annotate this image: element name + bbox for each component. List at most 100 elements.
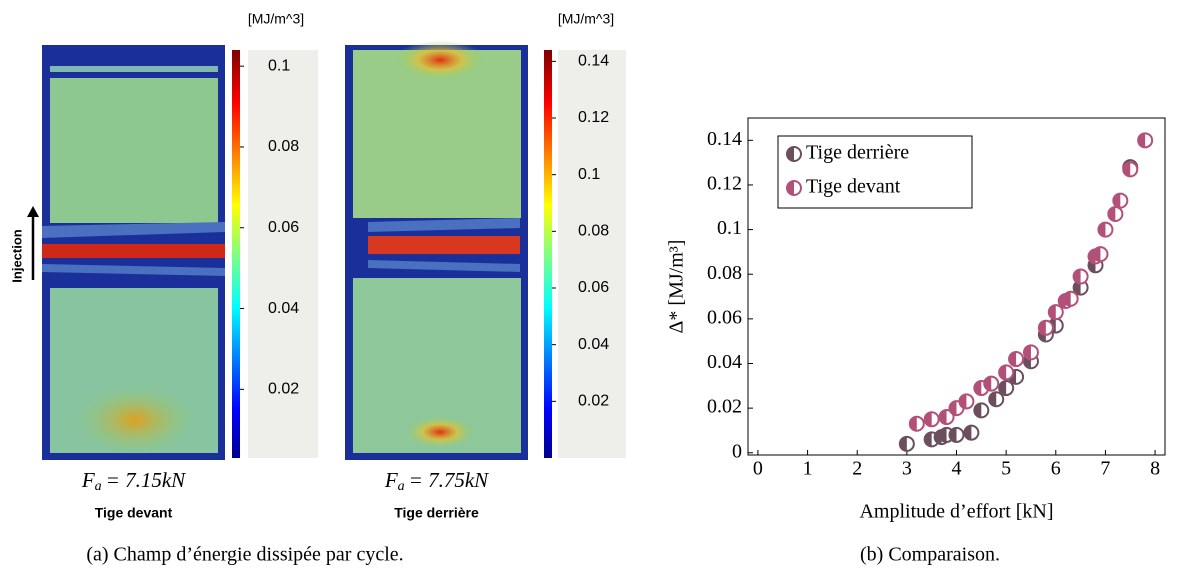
data-point	[1047, 304, 1064, 321]
colorbar-tick-label: 0.12	[578, 109, 609, 126]
colorbar-tick-label: 0.14	[578, 53, 609, 70]
load-symbol: F	[81, 468, 95, 492]
marker-half	[1123, 162, 1131, 177]
y-tick-label: 0.12	[707, 173, 742, 195]
legend-label: Tige derrière	[806, 142, 909, 164]
x-tick-label: 8	[1150, 458, 1160, 480]
unit-label: [MJ/m^3]	[248, 11, 304, 27]
data-point	[1107, 205, 1124, 222]
legend-label: Tige devant	[806, 176, 901, 198]
load-label: Fa = 7.75kN	[384, 468, 489, 494]
colorbar	[544, 50, 552, 458]
colorbar-tick-label: 0.1	[268, 57, 290, 74]
data-point	[998, 380, 1015, 397]
x-tick-label: 0	[753, 458, 763, 480]
panel-subtitle: Tige devant	[95, 505, 173, 521]
y-tick-label: 0.1	[717, 217, 742, 239]
injection-label: Injection	[9, 229, 24, 283]
marker-half	[1138, 133, 1146, 148]
unit-label: [MJ/m^3]	[558, 11, 614, 27]
x-tick-label: 2	[852, 458, 862, 480]
colorbar-tick-label: 0.02	[578, 393, 609, 410]
colorbar-tick-label: 0.08	[268, 138, 299, 155]
y-tick-label: 0.06	[707, 306, 742, 328]
x-tick-label: 3	[902, 458, 912, 480]
marker-half	[1108, 206, 1116, 221]
data-point	[1092, 246, 1109, 263]
y-tick-label: 0.08	[707, 262, 742, 284]
x-tick-label: 5	[1001, 458, 1011, 480]
legend-marker	[786, 146, 802, 162]
marker-half	[949, 427, 957, 442]
load-label: Fa = 7.15kN	[81, 468, 186, 494]
data-point	[923, 411, 940, 428]
marker-half	[984, 376, 992, 391]
marker-half	[1098, 222, 1106, 237]
marker-half	[974, 381, 982, 396]
marker-half	[1038, 320, 1046, 335]
y-tick-label: 0.14	[707, 128, 742, 150]
marker-half	[1063, 291, 1071, 306]
colorbar-tick-label: 0.06	[268, 219, 299, 236]
caption: (b) Comparaison.	[860, 544, 1000, 566]
data-point	[1022, 344, 1039, 361]
legend-marker	[786, 180, 802, 196]
y-axis-label: Δ* [MJ/m³]	[666, 240, 688, 334]
heatmap-image	[42, 45, 225, 460]
marker-half	[999, 381, 1007, 396]
marker-half	[974, 403, 982, 418]
data-point	[1062, 290, 1079, 307]
data-point	[1122, 161, 1139, 178]
marker-half	[1009, 352, 1017, 367]
colorbar-tick-label: 0.06	[578, 279, 609, 296]
y-tick-label: 0	[732, 440, 742, 462]
data-point	[1112, 192, 1129, 209]
data-point	[963, 424, 980, 441]
x-tick-label: 4	[952, 458, 962, 480]
heatmap-image	[345, 40, 528, 460]
marker-half	[939, 410, 947, 425]
injection-arrow	[27, 206, 39, 280]
marker-half	[964, 425, 972, 440]
data-point	[898, 435, 915, 452]
data-point	[1072, 268, 1089, 285]
colorbar-tick-label: 0.04	[268, 300, 299, 317]
y-tick-label: 0.04	[707, 351, 742, 373]
data-point	[908, 415, 925, 432]
marker-half	[1048, 305, 1056, 320]
data-point	[988, 391, 1005, 408]
data-point	[998, 364, 1015, 381]
colorbar-tick-label: 0.08	[578, 223, 609, 240]
marker-half	[899, 436, 907, 451]
caption: (a) Champ d’énergie dissipée par cycle.	[86, 544, 403, 566]
marker-half	[924, 412, 932, 427]
marker-half	[959, 394, 967, 409]
y-tick-label: 0.02	[707, 396, 742, 418]
x-tick-label: 6	[1051, 458, 1061, 480]
colorbar-tick-label: 0.02	[268, 381, 299, 398]
data-point	[938, 409, 955, 426]
load-symbol: F	[384, 468, 398, 492]
marker-half	[939, 427, 947, 442]
marker-half	[949, 401, 957, 416]
x-tick-label: 1	[803, 458, 813, 480]
marker-half	[999, 365, 1007, 380]
marker-half	[787, 147, 794, 161]
legend-box	[777, 135, 973, 209]
marker-half	[1073, 269, 1081, 284]
data-point	[948, 426, 965, 443]
data-point	[1137, 132, 1154, 149]
panel-subtitle: Tige derrière	[394, 505, 479, 521]
marker-half	[787, 181, 794, 195]
colorbar-tick-label: 0.1	[578, 166, 600, 183]
colorbar-label-panel	[248, 50, 318, 458]
load-subscript: a	[398, 479, 405, 494]
marker-half	[1023, 345, 1031, 360]
data-point	[958, 393, 975, 410]
x-tick-label: 7	[1100, 458, 1110, 480]
marker-half	[1093, 247, 1101, 262]
marker-half	[989, 392, 997, 407]
load-value: = 7.15kN	[106, 468, 186, 492]
colorbar-label-panel	[558, 50, 626, 458]
